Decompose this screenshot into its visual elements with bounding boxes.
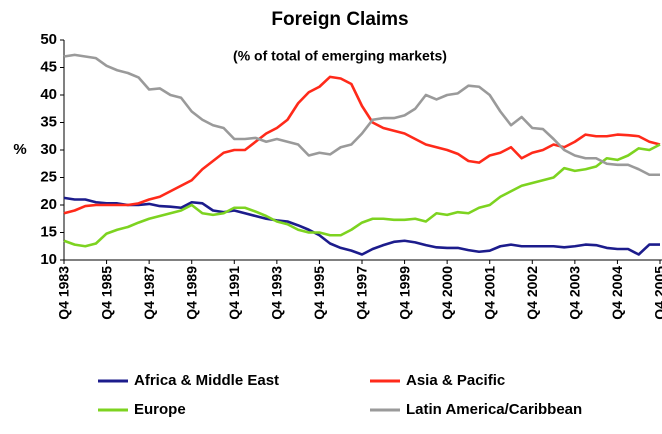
y-tick-label: 20 bbox=[40, 196, 57, 213]
legend-label: Africa & Middle East bbox=[134, 372, 279, 389]
x-tick-label: Q4 2002 bbox=[524, 266, 540, 320]
chart-title: Foreign Claims bbox=[271, 9, 408, 30]
y-tick-label: 25 bbox=[40, 168, 57, 185]
y-tick-label: 40 bbox=[40, 86, 57, 103]
x-tick-label: Q4 1993 bbox=[269, 266, 285, 320]
x-tick-label: Q4 1985 bbox=[98, 266, 114, 320]
y-tick-label: 30 bbox=[40, 141, 57, 158]
legend-label: Asia & Pacific bbox=[406, 372, 505, 389]
y-tick-label: 45 bbox=[40, 58, 57, 75]
x-tick-label: Q4 2004 bbox=[609, 266, 625, 320]
x-tick-label: Q4 2001 bbox=[481, 266, 497, 320]
x-tick-label: Q4 1995 bbox=[311, 266, 327, 320]
y-tick-label: 50 bbox=[40, 31, 57, 48]
x-tick-label: Q4 1983 bbox=[56, 266, 72, 320]
x-tick-label: Q4 2003 bbox=[567, 266, 583, 320]
x-tick-label: Q4 1991 bbox=[226, 266, 242, 320]
x-tick-label: Q4 1999 bbox=[396, 266, 412, 320]
legend-label: Europe bbox=[134, 401, 186, 418]
y-tick-label: 15 bbox=[40, 223, 57, 240]
chart-subtitle: (% of total of emerging markets) bbox=[233, 48, 447, 64]
x-tick-label: Q4 1997 bbox=[354, 266, 370, 320]
series-line bbox=[63, 53, 660, 177]
y-tick-label: 35 bbox=[40, 113, 57, 130]
y-axis-label: % bbox=[13, 141, 26, 158]
series-line bbox=[63, 75, 661, 215]
x-tick-label: Q4 1987 bbox=[141, 266, 157, 320]
x-tick-label: Q4 2000 bbox=[439, 266, 455, 320]
series-line bbox=[63, 196, 660, 256]
series-line bbox=[63, 143, 661, 248]
legend-label: Latin America/Caribbean bbox=[406, 401, 582, 418]
x-tick-label: Q4 2005 bbox=[652, 266, 662, 320]
y-tick-label: 10 bbox=[40, 251, 57, 268]
x-tick-label: Q4 1989 bbox=[183, 266, 199, 320]
